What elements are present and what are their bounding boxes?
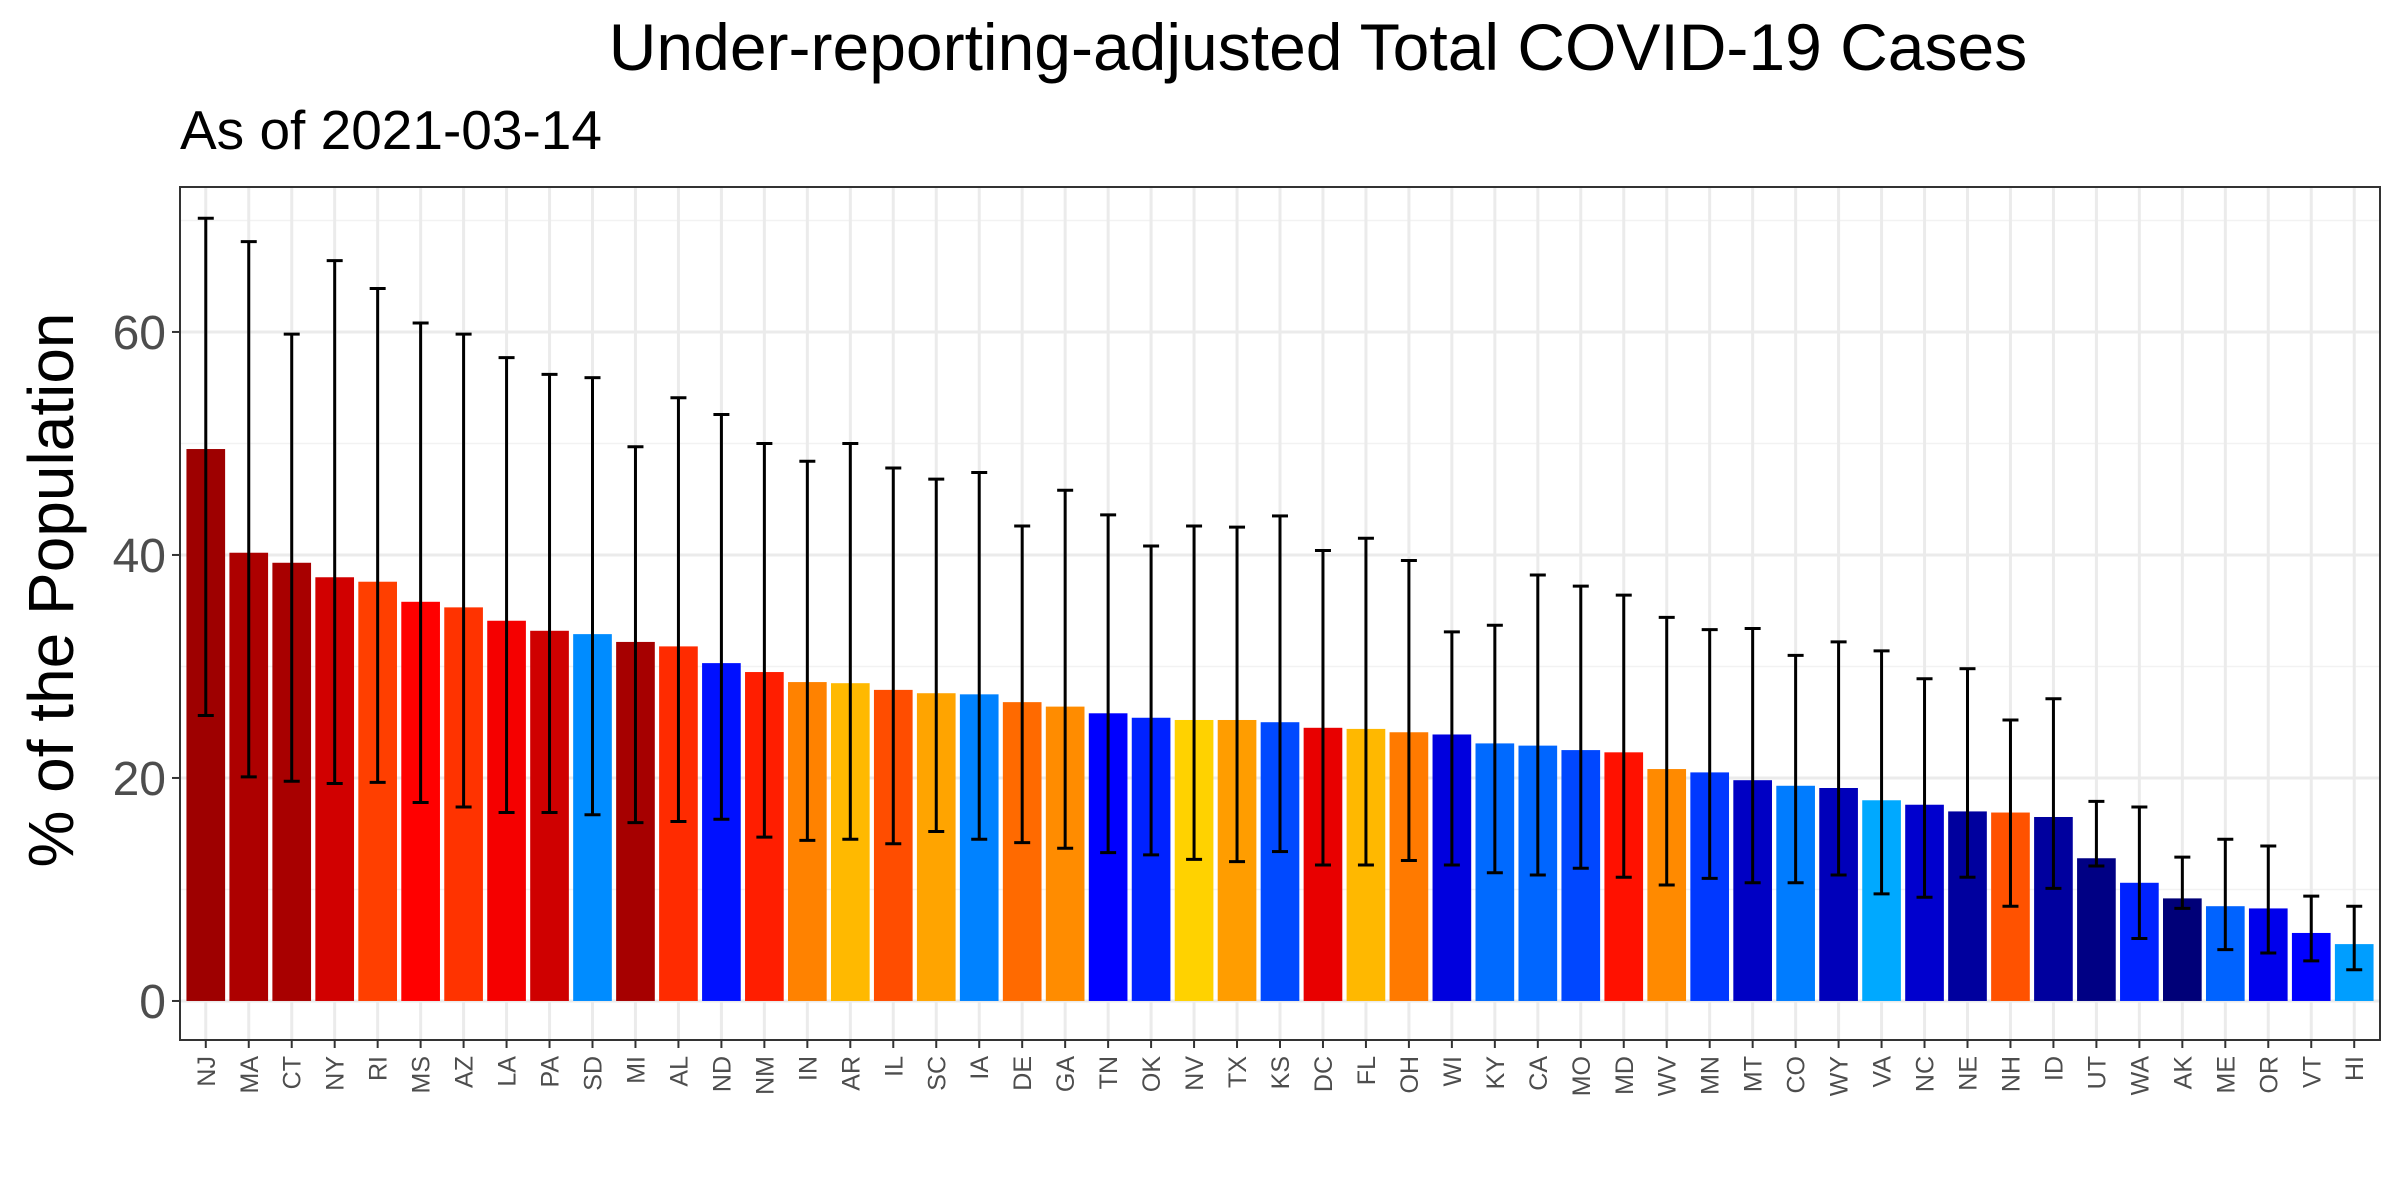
x-tick-label-ma: MA xyxy=(236,1056,264,1094)
x-tick-label-me: ME xyxy=(2212,1056,2240,1094)
x-tick-label-sd: SD xyxy=(580,1056,608,1091)
x-tick-label-pa: PA xyxy=(537,1056,565,1088)
x-tick-label-wa: WA xyxy=(2126,1056,2154,1096)
x-tick-label-wv: WV xyxy=(1654,1056,1682,1097)
x-tick-label-ks: KS xyxy=(1267,1056,1295,1089)
x-tick-label-wy: WY xyxy=(1826,1056,1854,1097)
x-tick-label-nc: NC xyxy=(1912,1056,1940,1092)
x-tick-label-ia: IA xyxy=(966,1056,994,1080)
chart-title: Under-reporting-adjusted Total COVID-19 … xyxy=(609,10,2027,84)
x-tick-label-ga: GA xyxy=(1052,1056,1080,1092)
x-tick-label-ca: CA xyxy=(1525,1056,1553,1091)
x-tick-label-in: IN xyxy=(794,1056,822,1081)
x-tick-label-ar: AR xyxy=(837,1056,865,1091)
x-tick-label-de: DE xyxy=(1009,1056,1037,1091)
x-tick-label-co: CO xyxy=(1783,1056,1811,1094)
y-tick-label: 20 xyxy=(113,753,166,806)
y-axis: 0 20 40 60 xyxy=(113,307,180,1029)
x-tick-label-az: AZ xyxy=(451,1056,479,1088)
x-tick-label-mi: MI xyxy=(622,1056,650,1084)
x-tick-label-mn: MN xyxy=(1697,1056,1725,1095)
x-tick-label-id: ID xyxy=(2040,1056,2068,1081)
x-tick-label-ut: UT xyxy=(2083,1056,2111,1089)
y-tick-label: 60 xyxy=(113,307,166,360)
bar-ut xyxy=(2077,858,2116,1001)
x-tick-label-nj: NJ xyxy=(193,1056,221,1087)
x-tick-label-ms: MS xyxy=(408,1056,436,1094)
x-axis: NJ MA CT NY RI MS AZ LA PA SD MI AL ND NM IN AR IL SC IA DE… xyxy=(193,1040,2369,1096)
x-tick-label-md: MD xyxy=(1611,1056,1639,1095)
x-tick-label-oh: OH xyxy=(1396,1056,1424,1094)
x-tick-label-ct: CT xyxy=(279,1056,307,1089)
x-tick-label-ok: OK xyxy=(1138,1056,1166,1092)
x-tick-label-dc: DC xyxy=(1310,1056,1338,1092)
x-tick-label-il: IL xyxy=(880,1056,908,1077)
y-tick-label: 0 xyxy=(139,976,166,1029)
x-tick-label-tn: TN xyxy=(1095,1056,1123,1089)
chart-subtitle: As of 2021-03-14 xyxy=(180,99,602,161)
x-tick-label-ky: KY xyxy=(1482,1056,1510,1090)
x-tick-label-ri: RI xyxy=(365,1056,393,1081)
error-bars xyxy=(197,216,2363,972)
x-tick-label-nm: NM xyxy=(751,1056,779,1095)
x-tick-label-vt: VT xyxy=(2298,1056,2326,1088)
x-tick-label-hi: HI xyxy=(2341,1056,2369,1081)
x-tick-label-mt: MT xyxy=(1740,1056,1768,1092)
x-tick-label-ak: AK xyxy=(2169,1056,2197,1090)
bar-ak xyxy=(2163,898,2202,1001)
x-tick-label-al: AL xyxy=(665,1056,693,1087)
x-tick-label-ne: NE xyxy=(1955,1056,1983,1091)
x-tick-label-ny: NY xyxy=(322,1056,350,1091)
x-tick-label-nv: NV xyxy=(1181,1056,1209,1091)
x-tick-label-or: OR xyxy=(2255,1056,2283,1094)
x-tick-label-fl: FL xyxy=(1353,1056,1381,1085)
x-tick-label-la: LA xyxy=(494,1056,522,1087)
x-tick-label-sc: SC xyxy=(923,1056,951,1091)
y-tick-label: 40 xyxy=(113,530,166,583)
x-tick-label-va: VA xyxy=(1869,1056,1897,1088)
x-tick-label-wi: WI xyxy=(1439,1056,1467,1087)
x-tick-label-tx: TX xyxy=(1224,1056,1252,1088)
x-tick-label-mo: MO xyxy=(1568,1056,1596,1096)
y-axis-label: % of the Population xyxy=(15,312,87,867)
plot-panel xyxy=(179,186,2381,1041)
x-tick-label-nh: NH xyxy=(1997,1056,2025,1092)
x-tick-label-nd: ND xyxy=(708,1056,736,1092)
